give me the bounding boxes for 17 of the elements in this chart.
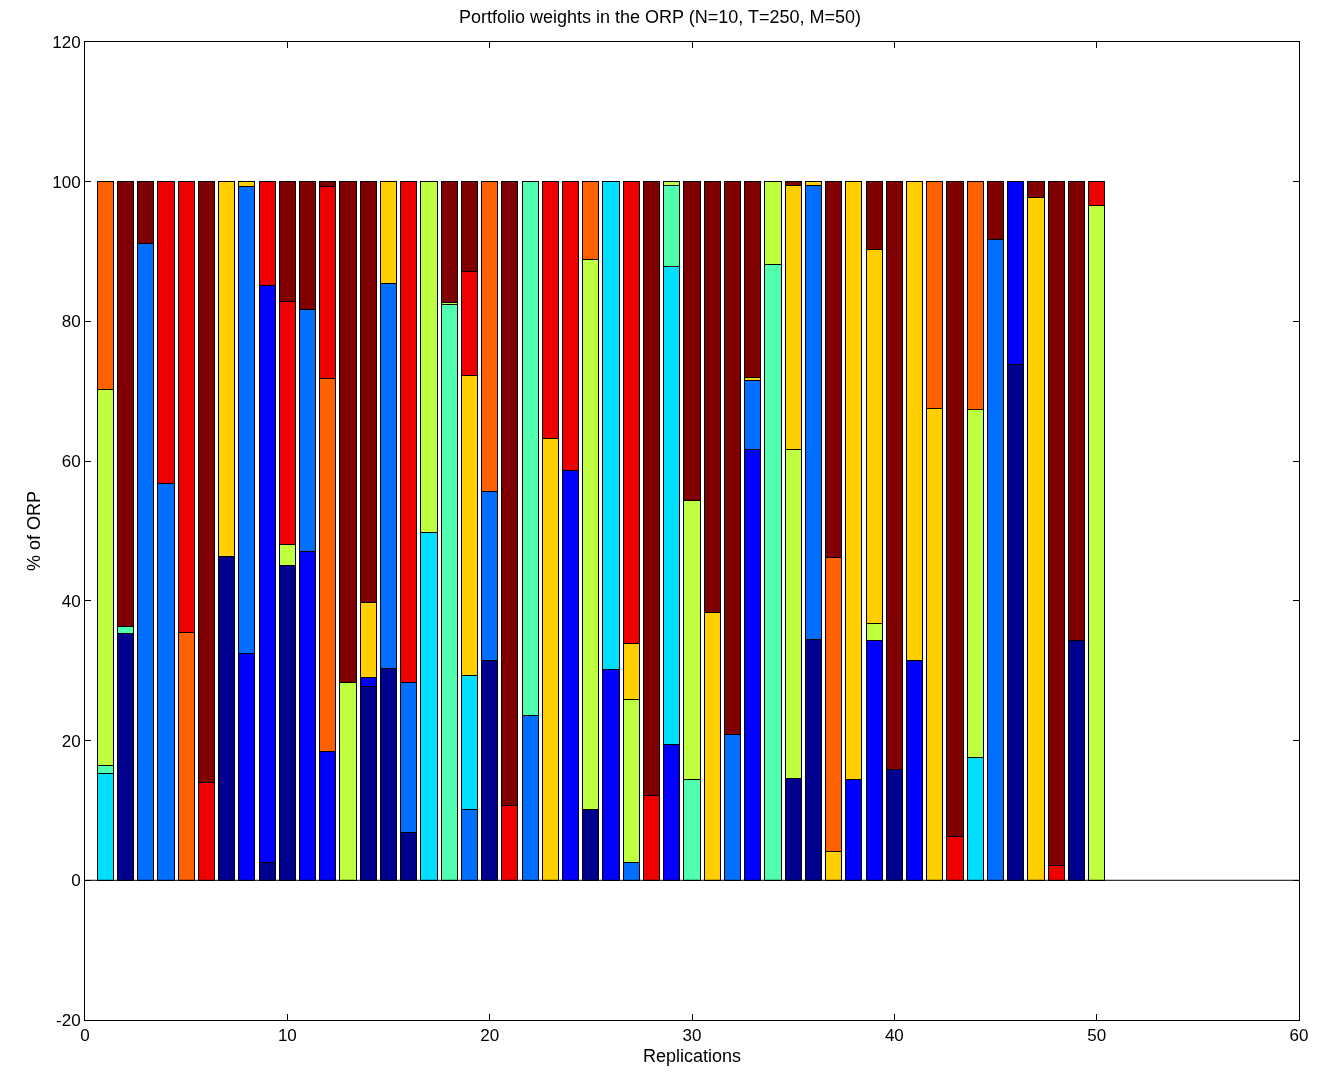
- y-axis-title: % of ORP: [24, 490, 45, 572]
- y-tick-label: 20: [61, 731, 81, 751]
- y-tick-label: -20: [56, 1010, 81, 1030]
- x-tick-label: 30: [682, 1026, 702, 1046]
- x-tick-label: 60: [1289, 1026, 1309, 1046]
- x-tick-label: 20: [480, 1026, 500, 1046]
- x-tick-label: 40: [884, 1026, 904, 1046]
- y-tick-label: 120: [52, 32, 81, 52]
- y-tick-label: 80: [61, 312, 81, 332]
- y-tick-label: 40: [61, 591, 81, 611]
- y-tick-label: 100: [52, 172, 81, 192]
- x-tick-label: 10: [277, 1026, 297, 1046]
- x-axis-title: Replications: [642, 1045, 742, 1066]
- x-tick-label: 50: [1087, 1026, 1107, 1046]
- y-tick-label: 60: [61, 452, 81, 472]
- y-tick-label: 0: [71, 871, 81, 891]
- chart-title: Portfolio weights in the ORP (N=10, T=250, M=50): [458, 7, 862, 28]
